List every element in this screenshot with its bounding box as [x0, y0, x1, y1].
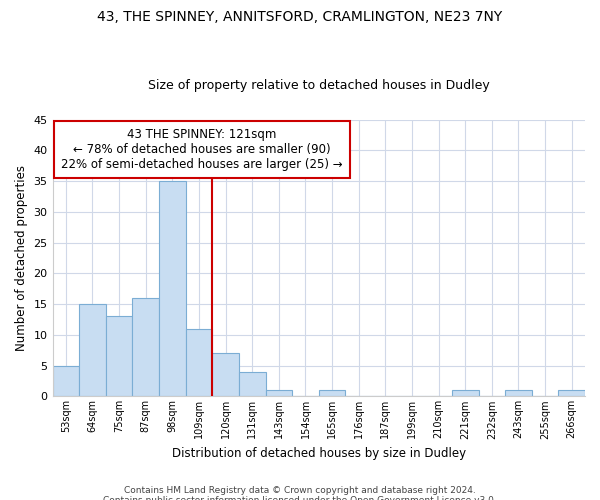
- Text: Contains public sector information licensed under the Open Government Licence v3: Contains public sector information licen…: [103, 496, 497, 500]
- Text: 43, THE SPINNEY, ANNITSFORD, CRAMLINGTON, NE23 7NY: 43, THE SPINNEY, ANNITSFORD, CRAMLINGTON…: [97, 10, 503, 24]
- Bar: [452, 390, 479, 396]
- Text: 43 THE SPINNEY: 121sqm
← 78% of detached houses are smaller (90)
22% of semi-det: 43 THE SPINNEY: 121sqm ← 78% of detached…: [61, 128, 343, 171]
- Bar: [79, 304, 106, 396]
- Bar: [212, 354, 239, 397]
- Bar: [53, 366, 79, 396]
- Y-axis label: Number of detached properties: Number of detached properties: [15, 165, 28, 351]
- Bar: [185, 328, 212, 396]
- Title: Size of property relative to detached houses in Dudley: Size of property relative to detached ho…: [148, 79, 490, 92]
- Bar: [505, 390, 532, 396]
- Bar: [133, 298, 159, 396]
- X-axis label: Distribution of detached houses by size in Dudley: Distribution of detached houses by size …: [172, 447, 466, 460]
- Bar: [239, 372, 266, 396]
- Bar: [106, 316, 133, 396]
- Bar: [319, 390, 346, 396]
- Bar: [159, 181, 185, 396]
- Text: Contains HM Land Registry data © Crown copyright and database right 2024.: Contains HM Land Registry data © Crown c…: [124, 486, 476, 495]
- Bar: [559, 390, 585, 396]
- Bar: [266, 390, 292, 396]
